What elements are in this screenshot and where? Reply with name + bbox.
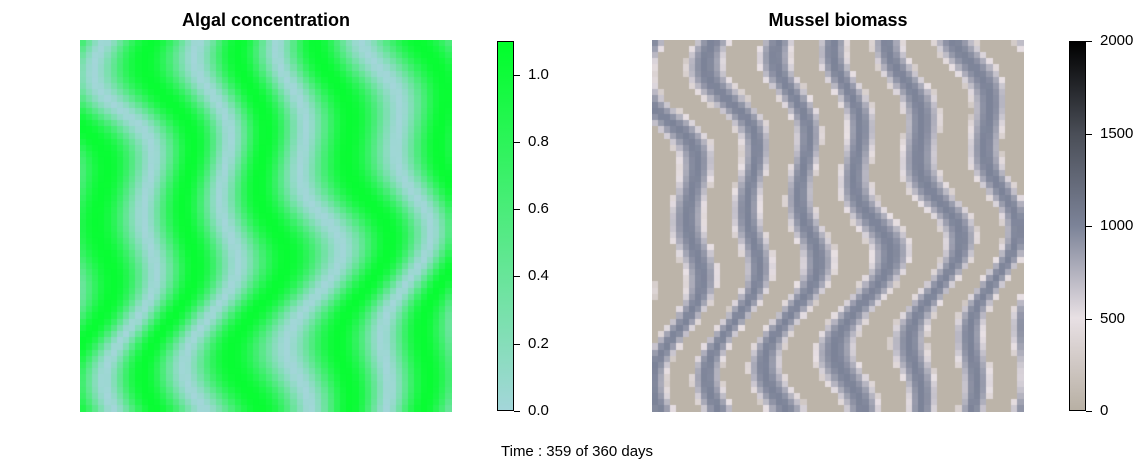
algae-colorbar-tick (514, 344, 520, 345)
mussel-colorbar-tick-label: 2000 (1100, 32, 1134, 49)
time-prefix: Time : (501, 443, 543, 460)
mussel-colorbar-tick-label: 1500 (1100, 125, 1134, 142)
time-readout: Time : 359 of 360 days (501, 443, 653, 460)
algae-colorbar-tick-label: 0.4 (528, 267, 549, 284)
algae-colorbar-tick-label: 0.8 (528, 133, 549, 150)
algae-heatmap (80, 40, 452, 412)
mussel-colorbar-tick-label: 1000 (1100, 217, 1134, 234)
algae-colorbar-tick (514, 209, 520, 210)
algae-colorbar-tick (514, 75, 520, 76)
mussel-colorbar (1069, 41, 1086, 411)
mussel-colorbar-tick (1086, 41, 1092, 42)
mussel-heatmap (652, 40, 1024, 412)
algae-colorbar-tick (514, 411, 520, 412)
time-value: 359 of 360 days (546, 443, 654, 460)
algae-colorbar (497, 41, 514, 411)
algae-colorbar-tick-label: 0.0 (528, 402, 549, 419)
algae-colorbar-tick (514, 142, 520, 143)
algae-colorbar-tick-label: 0.6 (528, 200, 549, 217)
mussel-colorbar-tick-label: 0 (1100, 402, 1109, 419)
mussel-colorbar-tick (1086, 134, 1092, 135)
mussel-colorbar-tick (1086, 226, 1092, 227)
algae-colorbar-tick (514, 276, 520, 277)
mussel-colorbar-tick (1086, 411, 1092, 412)
algae-chart-title: Algal concentration (181, 10, 351, 30)
mussel-chart-title: Mussel biomass (768, 10, 908, 30)
mussel-colorbar-tick-label: 500 (1100, 310, 1126, 327)
mussel-colorbar-tick (1086, 319, 1092, 320)
algae-colorbar-tick-label: 1.0 (528, 66, 549, 83)
algae-colorbar-tick-label: 0.2 (528, 335, 549, 352)
